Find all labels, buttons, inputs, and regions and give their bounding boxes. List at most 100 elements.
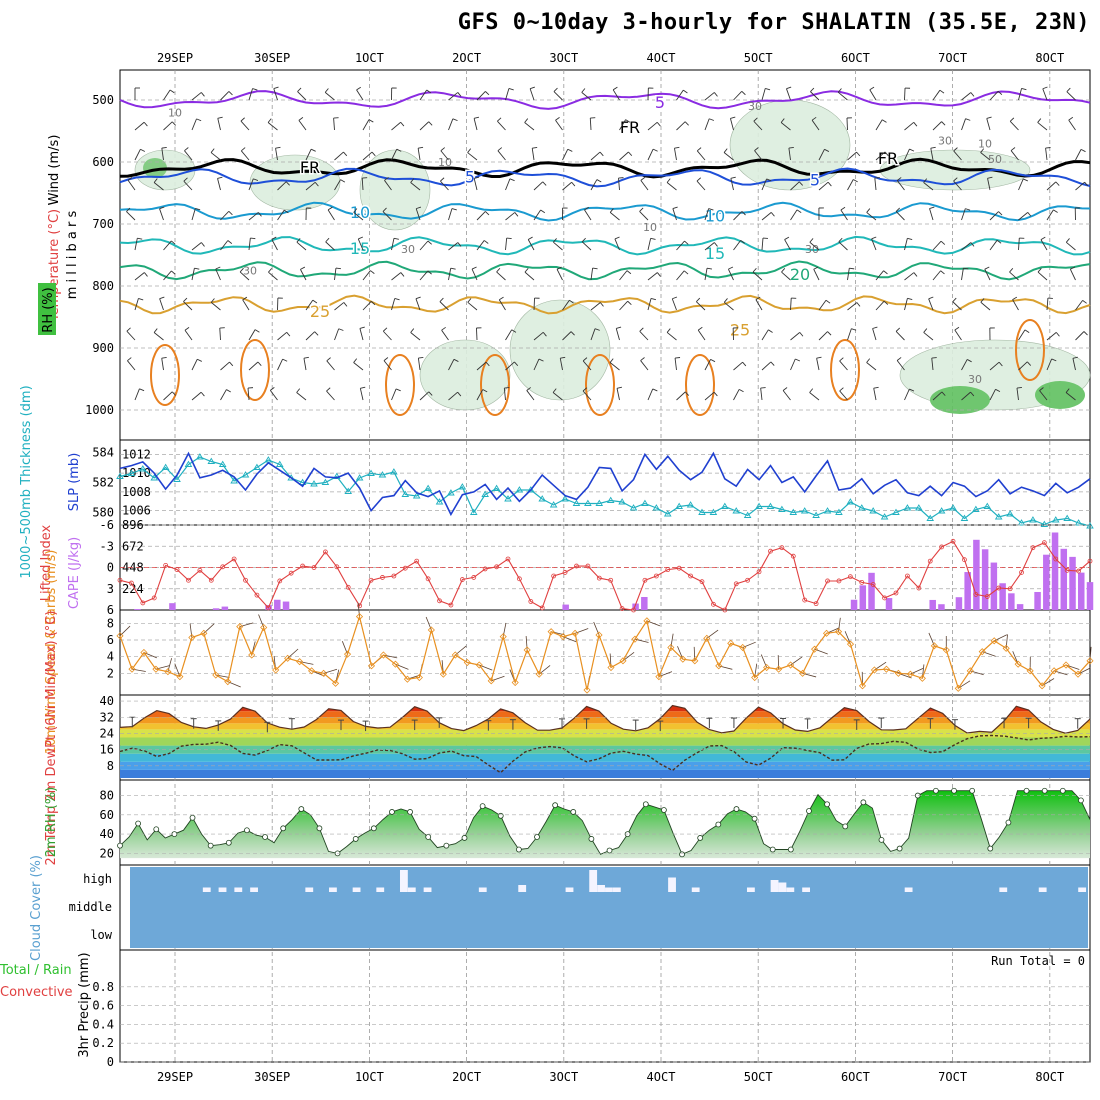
wind-barb-flag (138, 298, 144, 301)
isoline-FR (119, 157, 1091, 179)
wind-barb-flag (738, 389, 744, 393)
wind-barb-flag (931, 357, 937, 359)
wind-barb (1046, 181, 1057, 191)
wind-barb-flag (895, 207, 901, 212)
wind-speed-point (966, 667, 974, 675)
wind-barb (761, 178, 767, 191)
wind-barb-flag (194, 267, 200, 270)
wind-barb (790, 358, 796, 371)
temp2m-axis-label: 2m Temp 2m DewPt (6hr Min/Max) (°C) (44, 611, 59, 866)
bottom-date-label: 1OCT (355, 1070, 384, 1084)
cloud-high-bar (605, 887, 613, 892)
wind-barb-flag (228, 211, 233, 216)
wind-barb-flag (998, 211, 1003, 216)
wind-barb-flag (941, 391, 946, 396)
wind-barb (277, 331, 287, 341)
top-date-label: 4OCT (647, 51, 676, 65)
wind-speed-point (224, 678, 232, 686)
rh-point (425, 834, 432, 840)
wind-barb (303, 358, 307, 371)
wind-barb (533, 209, 542, 221)
cape-bar (212, 608, 220, 610)
wind-barb (161, 148, 164, 161)
wind-barb-flag (360, 386, 366, 389)
wind-speed-point (331, 679, 340, 687)
wind-barb (161, 358, 164, 371)
temp-band (120, 737, 1090, 746)
thickness-point (401, 490, 410, 497)
top-date-label: 30SEP (254, 51, 290, 65)
wind-barb-flag (1037, 267, 1042, 273)
wind-barb (527, 239, 535, 251)
wind-barb-flag (296, 238, 301, 243)
wind-barb (473, 178, 478, 191)
wind-barb-flag (1055, 332, 1060, 337)
thickness-point (207, 457, 216, 464)
wind-barb-flag (400, 272, 405, 277)
wind-barb-flag (296, 388, 301, 393)
wind-barb-flag (929, 206, 935, 209)
lifted-index-point (939, 544, 945, 550)
wind-speed-point (703, 634, 711, 642)
top-date-label: 7OCT (938, 51, 967, 65)
wind-barb-flag (827, 331, 832, 336)
wind-barb (647, 298, 652, 311)
rh-shading (134, 99, 1091, 414)
wind-barb (723, 152, 734, 161)
wind-barb (961, 391, 971, 401)
isoline-label: 5 (655, 93, 665, 112)
wind-barb (529, 88, 535, 101)
lifted-index-point (368, 577, 374, 583)
wind-barb (505, 361, 515, 371)
top-date-label: 2OCT (452, 51, 481, 65)
wind-barb-flag (327, 206, 333, 211)
wind-barb (553, 91, 563, 101)
wind-speed-point (559, 633, 567, 641)
wind-barb-flag (428, 391, 433, 396)
wind-barb-flag (666, 178, 671, 183)
wind-barb (873, 388, 877, 401)
wind-barb (666, 182, 677, 191)
wind-barb-flag (594, 328, 600, 331)
wind-barb-flag (1045, 147, 1051, 149)
wind-barb (556, 269, 563, 281)
wind-barb-flag (514, 361, 519, 366)
lifted-index-point (391, 573, 397, 579)
wind-barb-flag (1010, 147, 1016, 151)
lifted-index-point (905, 573, 910, 579)
thickness-point (538, 495, 547, 502)
wind-barb (497, 120, 506, 131)
wind-barb-flag (184, 147, 189, 152)
wind-barb (268, 271, 278, 281)
wind-barb-flag (567, 148, 573, 152)
thickness-point (1051, 516, 1060, 523)
wind-speed-point (128, 665, 136, 673)
wind-barb (755, 299, 763, 311)
wind-barb-flag (998, 361, 1003, 367)
precip-convective-label: Convective (0, 985, 73, 1000)
wind-barb-flag (353, 208, 358, 213)
wind-barb-flag (628, 151, 633, 157)
slp-tick-label: 1012 (122, 447, 151, 461)
lifted-index-point (220, 564, 226, 570)
wind-barb (590, 302, 601, 311)
wind-barb-flag (257, 212, 262, 217)
wind-barb (980, 152, 991, 161)
rh-point (389, 809, 395, 815)
temp-tick-label: 32 (100, 710, 114, 724)
wind-barb-flag (353, 358, 358, 363)
thickness-point (857, 504, 866, 511)
wind-barb (704, 92, 715, 101)
wind-barb-flag (271, 236, 277, 240)
wind-speed-point (439, 670, 447, 678)
lifted-index-point (950, 538, 956, 544)
wind-barb-flag (239, 267, 244, 273)
wind-barb (932, 240, 942, 251)
wind-barb-flag (970, 92, 975, 97)
wind-barb-flag (553, 87, 558, 92)
rh-point (443, 842, 450, 849)
wind-barb (353, 362, 364, 371)
lifted-index-point (756, 569, 762, 575)
thickness-point (424, 484, 432, 491)
wind-barb (733, 91, 743, 101)
